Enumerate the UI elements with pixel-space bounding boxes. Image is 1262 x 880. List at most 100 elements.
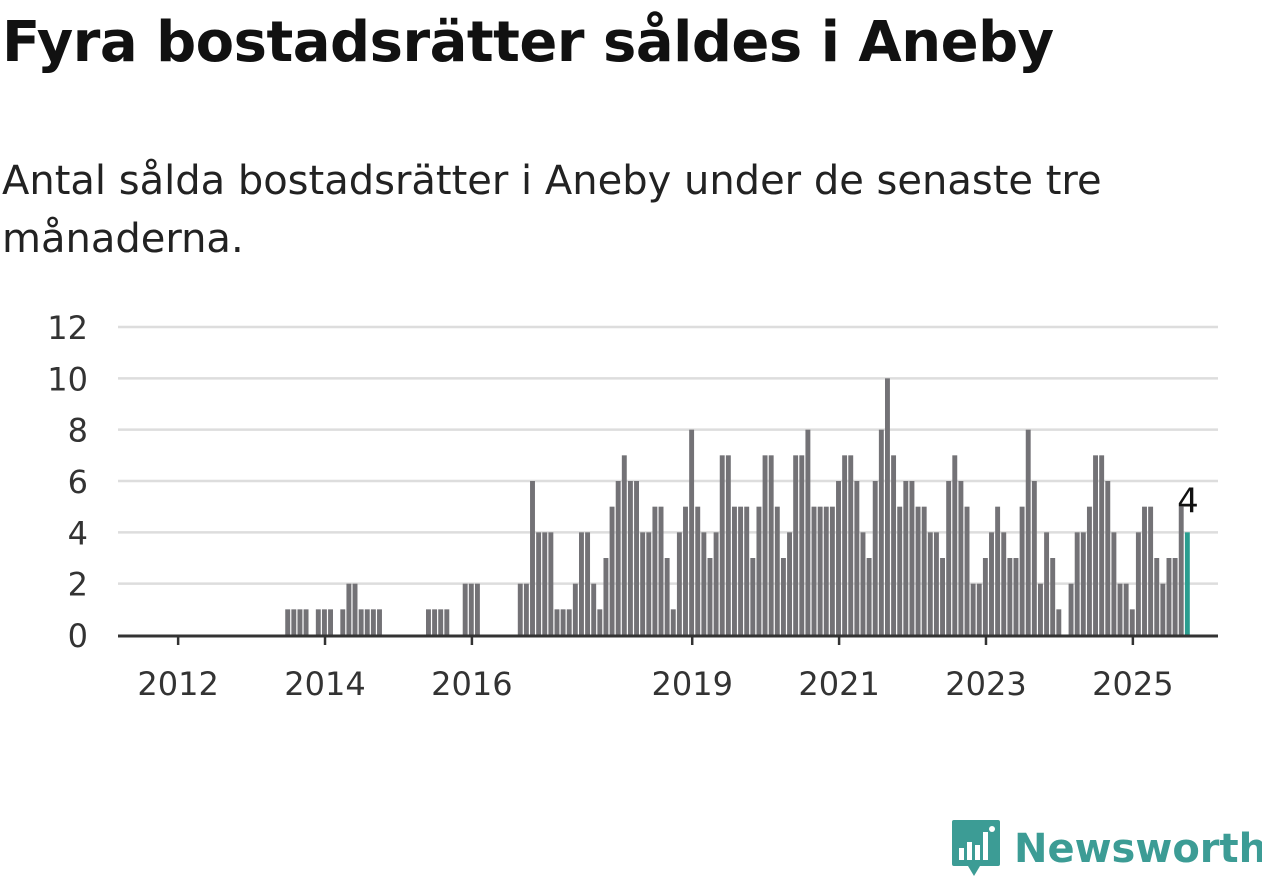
bar [707,558,713,635]
bar [732,506,737,635]
bar [958,481,964,635]
bar [303,609,309,635]
bar [829,506,835,635]
bar [609,506,615,635]
bar [982,558,988,635]
bar [364,609,370,635]
bar [713,532,719,635]
bar [725,455,731,635]
y-tick-label: 4 [68,514,88,552]
bar [964,506,970,635]
bar [530,481,535,635]
bar [1056,609,1062,635]
bar [750,558,756,635]
bar [585,532,591,635]
bar [689,429,695,635]
bar [970,583,976,635]
x-tick-label: 2025 [1092,665,1173,700]
bar [377,609,382,635]
bar [676,532,682,635]
bar [811,506,817,635]
bar [572,583,578,635]
bar [787,532,792,635]
bar [352,583,358,635]
bar [921,506,927,635]
x-tick-label: 2019 [652,665,733,700]
bar [695,506,701,635]
bar [658,506,664,635]
bar-chart: 0 2 4 6 8 10 12 2012 2014 2016 2019 2021 2023 2025 4 [47,309,1218,700]
bar [444,609,450,635]
bar [1007,558,1013,635]
bar [462,583,468,635]
bar [291,609,297,635]
bar [1160,583,1166,635]
bar [989,532,994,635]
bar [952,455,958,635]
bar [615,481,621,635]
y-tick-label: 6 [68,463,88,501]
bar [860,532,866,635]
y-axis: 0 2 4 6 8 10 12 [47,309,88,655]
bar [848,455,854,635]
bar [340,609,346,635]
bar [774,506,780,635]
bar [542,532,548,635]
bar-series [285,378,1190,635]
bar [1148,506,1154,635]
bar [597,609,603,635]
bar [854,481,860,635]
bar [940,558,945,635]
bar [976,583,982,635]
bar [701,532,707,635]
bar [523,583,529,635]
bar [1001,532,1007,635]
bar [927,532,933,635]
bar [1086,506,1092,635]
y-tick-label: 0 [68,617,88,655]
bar [842,455,848,635]
y-tick-label: 8 [68,412,88,450]
bar [946,481,952,635]
bar [1154,558,1160,635]
bar [817,506,823,635]
bar [438,609,444,635]
bar [315,609,321,635]
bar [903,481,909,635]
x-tick-label: 2023 [945,665,1026,700]
bar [346,583,352,635]
bar [1178,506,1184,635]
bar [1080,532,1086,635]
bar [897,506,903,635]
bar [1142,506,1147,635]
bar [536,532,542,635]
bar [664,558,670,635]
x-tick-label: 2016 [431,665,512,700]
bar [836,481,841,635]
bar [627,481,633,635]
bar [621,455,627,635]
bar [878,429,884,635]
bar [995,506,1001,635]
bar [426,609,431,635]
bar [517,583,523,635]
bar [579,532,584,635]
bar [1105,481,1111,635]
data-label-last: 4 [1177,481,1199,521]
bar [1123,583,1129,635]
data-labels: 4 [1177,481,1199,521]
bar [768,455,774,635]
bar [909,481,915,635]
bar [1019,506,1025,635]
bar [640,532,646,635]
bar [634,481,639,635]
bar [885,378,890,635]
bar-highlight [1184,532,1190,635]
bar [805,429,811,635]
logo-text: Newsworthy [1014,826,1262,872]
bar [744,506,750,635]
page-subtitle: Antal sålda bostadsrätter i Aneby under … [2,158,1102,262]
bar [762,455,768,635]
bar [1031,481,1037,635]
bar [670,609,676,635]
